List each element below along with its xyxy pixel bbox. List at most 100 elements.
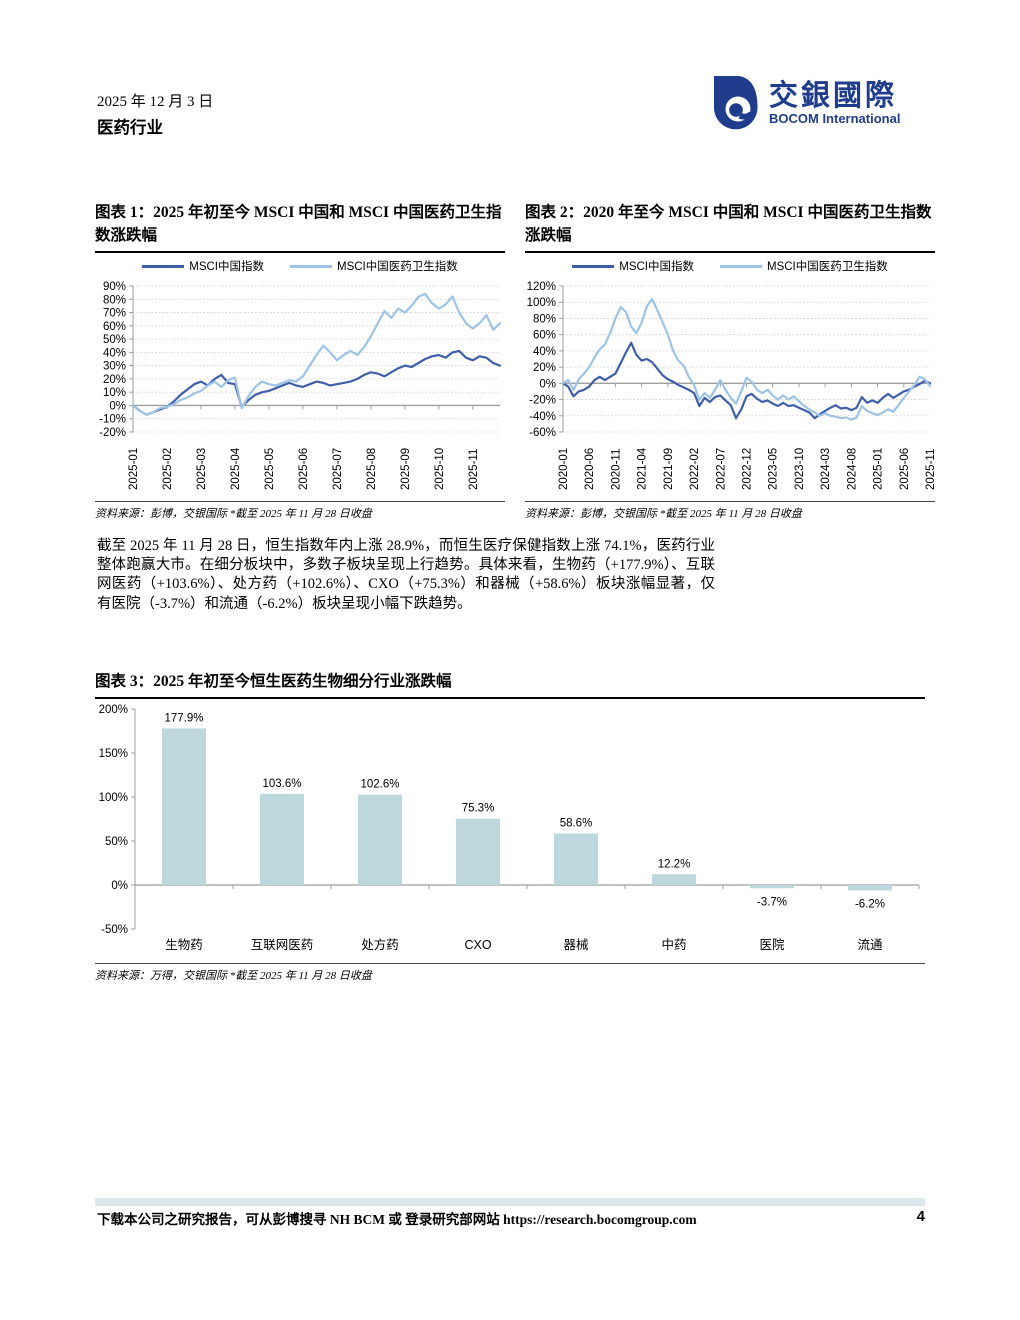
svg-text:-3.7%: -3.7% xyxy=(757,896,787,908)
svg-text:2022-07: 2022-07 xyxy=(715,448,727,490)
svg-text:50%: 50% xyxy=(105,836,128,848)
legend-item: MSCI中国医药卫生指数 xyxy=(720,258,888,274)
svg-text:20%: 20% xyxy=(533,362,556,374)
svg-text:2025-04: 2025-04 xyxy=(230,447,242,490)
svg-text:互联网医药: 互联网医药 xyxy=(251,938,314,952)
svg-text:200%: 200% xyxy=(99,704,128,716)
figure-1-legend: MSCI中国指数 MSCI中国医药卫生指数 xyxy=(95,253,505,279)
svg-text:2021-04: 2021-04 xyxy=(637,447,649,490)
svg-text:2022-02: 2022-02 xyxy=(689,448,701,490)
body-paragraph: 截至 2025 年 11 月 28 日，恒生指数年内上涨 28.9%，而恒生医疗… xyxy=(97,538,715,612)
svg-text:2020-11: 2020-11 xyxy=(610,449,622,490)
svg-text:2025-11: 2025-11 xyxy=(468,449,480,490)
svg-text:医院: 医院 xyxy=(759,938,785,952)
svg-text:-40%: -40% xyxy=(529,411,556,423)
legend-label: MSCI中国指数 xyxy=(619,261,694,273)
figure-3-source: 资料来源：万得，交银国际 *截至 2025 年 11 月 28 日收盘 xyxy=(95,963,925,983)
svg-text:-20%: -20% xyxy=(529,395,556,407)
footer-divider-band xyxy=(95,1198,925,1206)
svg-text:2025-01: 2025-01 xyxy=(128,448,140,490)
svg-text:20%: 20% xyxy=(103,374,126,386)
svg-text:器械: 器械 xyxy=(563,937,589,952)
figure-2-source: 资料来源：彭博，交银国际 *截至 2025 年 11 月 28 日收盘 xyxy=(525,501,935,521)
bocom-logo-text: 交銀國際 BOCOM International xyxy=(769,81,900,126)
legend-line-swatch xyxy=(290,264,332,268)
svg-text:2025-05: 2025-05 xyxy=(264,448,276,490)
svg-text:70%: 70% xyxy=(103,308,126,320)
legend-label: MSCI中国医药卫生指数 xyxy=(337,261,458,273)
svg-text:10%: 10% xyxy=(103,387,126,399)
figure-2-chart: -60% -40% -20% 0% 20% 40% 60% 80% 100% 120% 2020-0… xyxy=(527,281,937,490)
figure-2-legend: MSCI中国指数 MSCI中国医药卫生指数 xyxy=(525,253,935,279)
svg-text:58.6%: 58.6% xyxy=(560,817,593,829)
svg-text:0%: 0% xyxy=(539,378,556,390)
legend-line-swatch xyxy=(142,264,185,268)
svg-text:2025-03: 2025-03 xyxy=(196,448,208,490)
svg-text:120%: 120% xyxy=(527,281,556,293)
svg-text:2025-11: 2025-11 xyxy=(925,449,935,490)
svg-text:80%: 80% xyxy=(533,313,556,325)
svg-text:2025-06: 2025-06 xyxy=(899,448,911,490)
svg-text:40%: 40% xyxy=(103,347,126,359)
figure-1-chart: -20%-10% 0%10%20%30% 40%50%60%70% 80%90% 202… xyxy=(99,281,502,490)
figure-1-title: 图表 1：2025 年初至今 MSCI 中国和 MSCI 中国医药卫生指数涨跌幅 xyxy=(95,201,505,253)
svg-text:-20%: -20% xyxy=(99,427,126,439)
svg-text:2020-06: 2020-06 xyxy=(584,448,596,490)
svg-text:2025-10: 2025-10 xyxy=(434,448,446,490)
legend-item: MSCI中国指数 xyxy=(142,258,264,274)
svg-text:0%: 0% xyxy=(111,880,128,892)
svg-text:2025-07: 2025-07 xyxy=(332,448,344,490)
svg-text:100%: 100% xyxy=(99,792,128,804)
svg-text:-50%: -50% xyxy=(101,924,128,936)
figure-3: 图表 3：2025 年初至今恒生医药生物细分行业涨跌幅 -50% 0% 50% 100… xyxy=(95,670,925,983)
figure-3-title: 图表 3：2025 年初至今恒生医药生物细分行业涨跌幅 xyxy=(95,670,925,699)
bocom-logo: 交銀國際 BOCOM International xyxy=(712,72,927,134)
bocom-logo-chinese: 交銀國際 xyxy=(769,79,898,112)
svg-text:60%: 60% xyxy=(103,321,126,333)
legend-line-swatch xyxy=(720,264,762,268)
svg-text:2024-08: 2024-08 xyxy=(846,448,858,490)
svg-text:-6.2%: -6.2% xyxy=(855,898,885,910)
svg-text:-60%: -60% xyxy=(529,427,556,439)
legend-item: MSCI中国指数 xyxy=(572,258,694,274)
svg-text:2025-02: 2025-02 xyxy=(162,448,174,490)
svg-text:流通: 流通 xyxy=(857,938,883,952)
svg-text:2023-05: 2023-05 xyxy=(768,448,780,490)
svg-text:2021-09: 2021-09 xyxy=(663,448,675,490)
legend-label: MSCI中国医药卫生指数 xyxy=(767,261,888,273)
figure-2: 图表 2：2020 年至今 MSCI 中国和 MSCI 中国医药卫生指数涨跌幅 … xyxy=(525,201,937,521)
report-date: 2025 年 12 月 3 日 xyxy=(97,94,214,110)
svg-text:80%: 80% xyxy=(103,294,126,306)
svg-text:2025-06: 2025-06 xyxy=(298,448,310,490)
svg-text:40%: 40% xyxy=(533,346,556,358)
legend-label: MSCI中国指数 xyxy=(189,261,264,273)
svg-text:30%: 30% xyxy=(103,361,126,373)
svg-text:2020-01: 2020-01 xyxy=(558,448,570,490)
bocom-logo-icon xyxy=(713,75,758,129)
svg-text:2024-03: 2024-03 xyxy=(820,448,832,490)
figure-1: 图表 1：2025 年初至今 MSCI 中国和 MSCI 中国医药卫生指数涨跌幅… xyxy=(95,201,505,521)
svg-text:2023-10: 2023-10 xyxy=(794,448,806,490)
svg-text:150%: 150% xyxy=(99,748,128,760)
report-sector-title: 医药行业 xyxy=(97,118,163,137)
svg-text:12.2%: 12.2% xyxy=(658,858,691,870)
svg-text:2022-12: 2022-12 xyxy=(742,448,754,490)
svg-text:中药: 中药 xyxy=(661,937,686,952)
figure-1-source: 资料来源：彭博，交银国际 *截至 2025 年 11 月 28 日收盘 xyxy=(95,501,505,521)
page-number: 4 xyxy=(916,1208,925,1225)
svg-text:0%: 0% xyxy=(109,400,126,412)
svg-text:2025-08: 2025-08 xyxy=(366,448,378,490)
bocom-logo-english: BOCOM International xyxy=(769,110,901,126)
svg-text:CXO: CXO xyxy=(464,938,491,952)
svg-text:50%: 50% xyxy=(103,334,126,346)
svg-text:-10%: -10% xyxy=(99,414,126,426)
svg-text:2025-09: 2025-09 xyxy=(400,448,412,490)
legend-item: MSCI中国医药卫生指数 xyxy=(290,258,458,274)
figure-3-chart: -50% 0% 50% 100% 150% 200% 177.9% 生物药 103.6% 互联网医… xyxy=(99,704,920,952)
svg-text:60%: 60% xyxy=(533,330,556,342)
svg-text:生物药: 生物药 xyxy=(165,938,203,952)
svg-text:102.6%: 102.6% xyxy=(360,779,399,791)
svg-text:2025-01: 2025-01 xyxy=(873,448,885,490)
svg-text:90%: 90% xyxy=(103,281,126,293)
